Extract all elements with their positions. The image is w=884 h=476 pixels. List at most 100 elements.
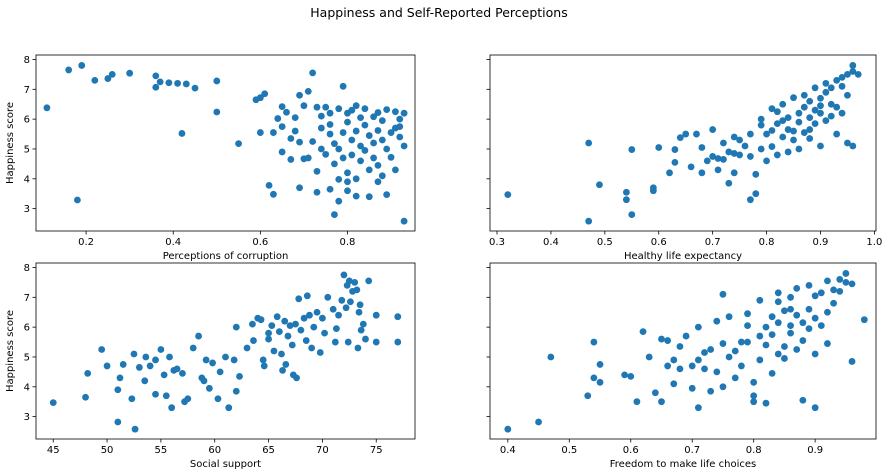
- scatter-point: [357, 157, 364, 165]
- scatter-point: [335, 311, 342, 319]
- scatter-point: [256, 129, 264, 136]
- scatter-point: [326, 121, 334, 128]
- scatter-point: [114, 418, 122, 426]
- y-tick-label: 3: [24, 204, 30, 215]
- scatter-point: [303, 292, 311, 300]
- scatter-point: [182, 80, 190, 88]
- scatter-point: [860, 316, 868, 324]
- scatter-point: [504, 191, 512, 199]
- y-tick-label: 6: [24, 115, 30, 126]
- scatter-point: [849, 62, 857, 69]
- x-tick-label: 0.7: [705, 237, 721, 248]
- scatter-point: [621, 371, 629, 379]
- scatter-point: [703, 157, 711, 165]
- scatter-point: [790, 94, 797, 102]
- scatter-point: [98, 346, 106, 353]
- y-tick-label: 6: [24, 323, 30, 334]
- scatter-point: [842, 270, 850, 277]
- scatter-point: [291, 114, 299, 122]
- scatter-point: [725, 313, 733, 321]
- scatter-point: [374, 178, 382, 186]
- scatter-point: [179, 369, 186, 377]
- scatter-point: [156, 78, 164, 86]
- scatter-point: [811, 120, 819, 128]
- scatter-point: [191, 84, 199, 92]
- scatter-point: [848, 280, 856, 288]
- scatter-point: [805, 281, 813, 289]
- scatter-point: [359, 320, 367, 328]
- scatter-point: [283, 108, 290, 116]
- scatter-point: [378, 136, 386, 144]
- scatter-point: [293, 374, 300, 382]
- scatter-point: [806, 135, 814, 142]
- scatter-point: [297, 326, 305, 334]
- scatter-point: [49, 399, 57, 407]
- scatter-point: [811, 292, 819, 300]
- scatter-point: [622, 196, 630, 204]
- scatter-point: [844, 70, 851, 78]
- scatter-point: [720, 156, 727, 163]
- scatter-point: [793, 346, 801, 353]
- scatter-point: [296, 91, 303, 99]
- scatter-point: [720, 139, 727, 147]
- scatter-point: [833, 76, 841, 84]
- scatter-point: [713, 368, 721, 376]
- y-tick-label: 8: [24, 263, 30, 274]
- scatter-point: [830, 286, 837, 294]
- x-tick-label: 0.5: [561, 445, 577, 456]
- scatter-point: [162, 392, 170, 400]
- scatter-point: [335, 175, 343, 183]
- scatter-point: [361, 147, 369, 154]
- scatter-point: [746, 130, 754, 138]
- scatter-point: [833, 103, 841, 111]
- scatter-point: [126, 69, 134, 77]
- scatter-points: [43, 62, 408, 225]
- scatter-point: [152, 390, 159, 398]
- scatter-point: [65, 66, 73, 74]
- scatter-point: [701, 349, 708, 356]
- scatter-point: [664, 337, 672, 344]
- x-tick-label: 0.8: [340, 237, 356, 248]
- scatter-point: [370, 113, 378, 121]
- scatter-point: [304, 154, 312, 162]
- scatter-point: [596, 361, 604, 368]
- scatter-point: [746, 196, 754, 204]
- scatter-point: [787, 322, 794, 330]
- scatter-point: [378, 117, 386, 125]
- scatter-point: [339, 154, 347, 162]
- scatter-point: [340, 271, 348, 279]
- scatter-point: [128, 395, 136, 403]
- scatter-point: [756, 296, 764, 304]
- scatter-point: [213, 108, 221, 116]
- scatter-point: [750, 392, 758, 400]
- scatter-point: [141, 377, 149, 385]
- scatter-point: [713, 317, 721, 325]
- scatter-point: [838, 109, 846, 117]
- scatter-point: [278, 123, 286, 130]
- scatter-point: [370, 154, 378, 162]
- scatter-point: [694, 356, 702, 364]
- scatter-point: [313, 103, 321, 111]
- y-tick-label: 3: [24, 412, 30, 423]
- scatter-point: [585, 139, 593, 147]
- scatter-point: [119, 361, 127, 368]
- scatter-point: [779, 133, 787, 141]
- scatter-point: [326, 185, 334, 193]
- scatter-point: [114, 386, 122, 394]
- scatter-point: [781, 343, 788, 350]
- scatter-point: [374, 109, 382, 116]
- scatter-point: [768, 143, 776, 150]
- x-axis-label: Perceptions of corruption: [163, 251, 289, 262]
- x-tick-label: 0.4: [165, 237, 181, 248]
- scatter-point: [744, 322, 751, 330]
- scatter-point: [768, 105, 776, 113]
- scatter-point: [750, 378, 758, 386]
- scatter-point: [649, 184, 657, 192]
- x-tick-label: 0.6: [252, 237, 268, 248]
- scatter-point: [339, 82, 347, 90]
- scatter-point: [628, 211, 636, 218]
- scatter-point: [682, 130, 690, 138]
- scatter-point: [230, 356, 238, 364]
- scatter-point: [365, 193, 373, 201]
- scatter-point: [817, 142, 824, 150]
